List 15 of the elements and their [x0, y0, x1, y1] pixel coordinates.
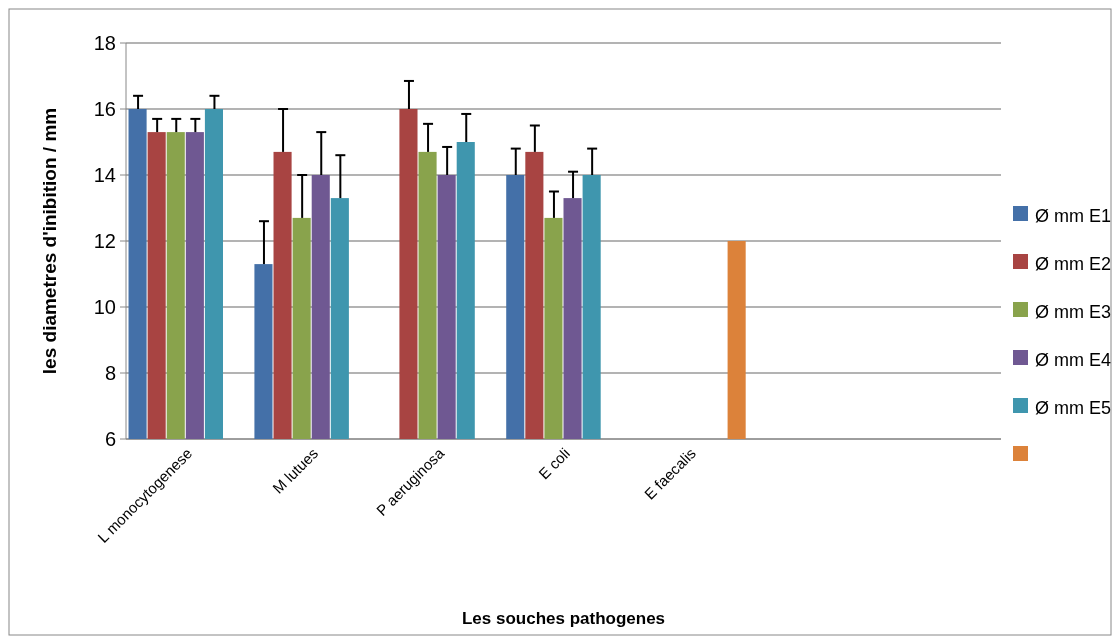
legend-label: Ø mm E4 [1035, 350, 1112, 370]
x-axis-title: Les souches pathogenes [461, 609, 666, 628]
y-tick-label: 6 [104, 428, 116, 450]
y-tick-label: 8 [104, 362, 116, 384]
y-tick-label: 18 [93, 32, 116, 54]
y-axis-title: les diametres d'inibition / mm [39, 107, 60, 375]
legend-label: Ø mm E5 [1035, 398, 1112, 418]
legend-label: Ø mm E2 [1035, 254, 1112, 274]
legend-label: Ø mm E3 [1035, 302, 1112, 322]
y-tick-label: 16 [93, 98, 116, 120]
y-tick-label: 12 [93, 230, 116, 252]
y-tick-label: 10 [93, 296, 116, 318]
x-tick-label: E coli [535, 444, 574, 483]
legend-label: Ø mm E1 [1035, 206, 1112, 226]
y-tick-label: 14 [93, 164, 116, 186]
